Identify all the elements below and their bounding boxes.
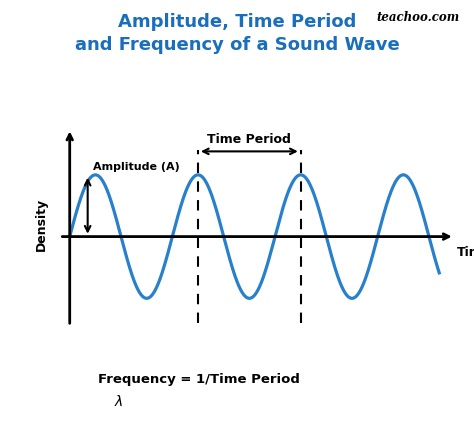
Text: Amplitude, Time Period
and Frequency of a Sound Wave: Amplitude, Time Period and Frequency of … — [74, 13, 400, 55]
Text: Amplitude (A): Amplitude (A) — [93, 162, 180, 172]
Text: Density: Density — [35, 198, 48, 251]
Text: Time Period: Time Period — [208, 133, 292, 147]
Text: Time: Time — [457, 246, 474, 259]
Text: teachoo.com: teachoo.com — [377, 11, 460, 24]
Text: λ: λ — [114, 395, 123, 409]
Text: Frequency = 1/Time Period: Frequency = 1/Time Period — [98, 372, 300, 386]
